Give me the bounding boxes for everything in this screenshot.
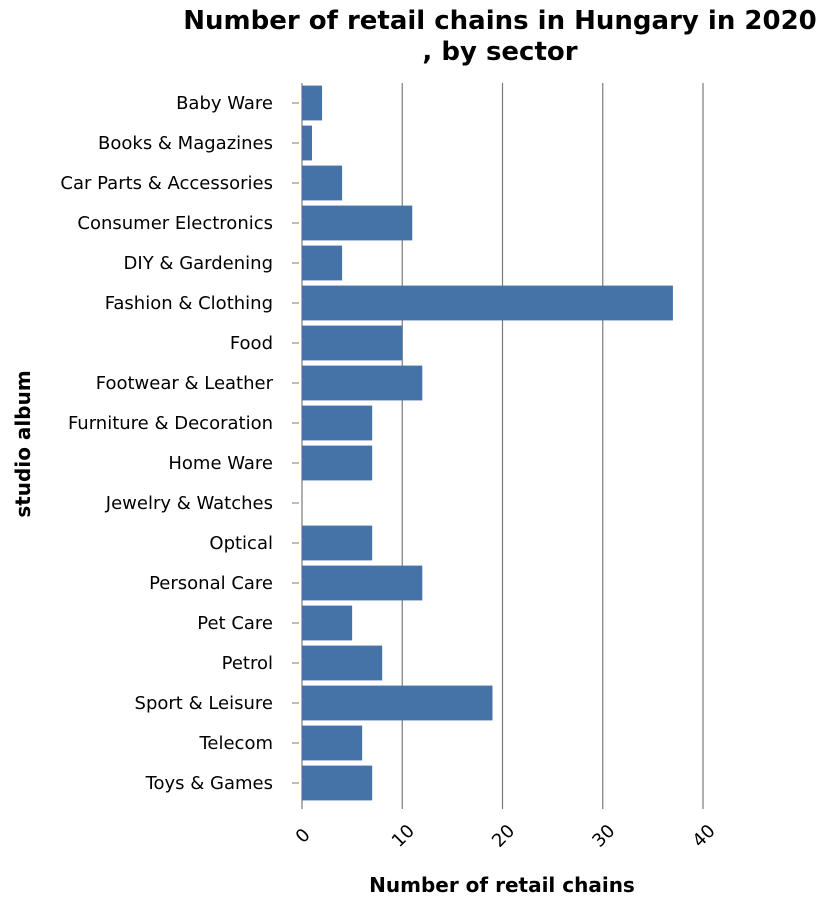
x-tick-label-0: 0 — [292, 825, 315, 848]
category-label-home-ware: Home Ware — [168, 453, 273, 474]
bar-baby-ware — [302, 85, 323, 121]
bar-furniture-decoration — [302, 405, 373, 441]
bar-food — [302, 325, 403, 361]
category-label-telecom: Telecom — [198, 733, 273, 754]
category-label-furniture-decoration: Furniture & Decoration — [68, 413, 273, 434]
x-axis-title: Number of retail chains — [369, 873, 635, 897]
category-label-pet-care: Pet Care — [197, 613, 273, 634]
category-label-diy-gardening: DIY & Gardening — [124, 253, 273, 274]
category-label-consumer-electronics: Consumer Electronics — [77, 213, 273, 234]
bar-sport-leisure — [302, 685, 493, 721]
x-tick-label-40: 40 — [689, 821, 720, 852]
category-label-footwear-leather: Footwear & Leather — [96, 373, 274, 394]
bar-personal-care — [302, 565, 423, 601]
y-axis-title: studio album — [11, 370, 35, 517]
bar-pet-care — [302, 605, 353, 641]
bar-optical — [302, 525, 373, 561]
x-tick-label-30: 30 — [588, 821, 619, 852]
category-labels: Baby Ware Books & Magazines Car Parts & Ac… — [60, 93, 299, 794]
bar-consumer-electronics — [302, 205, 413, 241]
category-label-optical: Optical — [209, 533, 273, 554]
category-label-car-parts-accessories: Car Parts & Accessories — [60, 173, 273, 194]
category-label-jewelry-watches: Jewelry & Watches — [105, 493, 273, 514]
chart-title-line-2: , by sector — [422, 37, 578, 67]
bar-fashion-clothing — [302, 285, 673, 321]
x-tick-label-10: 10 — [388, 821, 419, 852]
x-tick-label-20: 20 — [488, 821, 519, 852]
bar-footwear-leather — [302, 365, 423, 401]
bar-telecom — [302, 725, 363, 761]
category-label-food: Food — [230, 333, 273, 354]
category-label-toys-games: Toys & Games — [145, 773, 273, 794]
bar-petrol — [302, 645, 383, 681]
category-label-fashion-clothing: Fashion & Clothing — [105, 293, 273, 314]
bar-home-ware — [302, 445, 373, 481]
category-label-baby-ware: Baby Ware — [176, 93, 273, 114]
chart-title-line-1: Number of retail chains in Hungary in 20… — [183, 6, 817, 36]
category-label-personal-care: Personal Care — [149, 573, 273, 594]
x-tick-labels: 0 10 20 30 40 — [292, 821, 720, 852]
category-label-sport-leisure: Sport & Leisure — [135, 693, 273, 714]
bar-toys-games — [302, 765, 373, 801]
chart-title: Number of retail chains in Hungary in 20… — [170, 6, 828, 68]
gridlines — [301, 83, 704, 809]
bar-books-magazines — [302, 125, 313, 161]
bar-car-parts-accessories — [302, 165, 343, 201]
bars — [302, 85, 673, 801]
category-label-petrol: Petrol — [222, 653, 273, 674]
bar-diy-gardening — [302, 245, 343, 281]
category-label-books-magazines: Books & Magazines — [98, 133, 273, 154]
